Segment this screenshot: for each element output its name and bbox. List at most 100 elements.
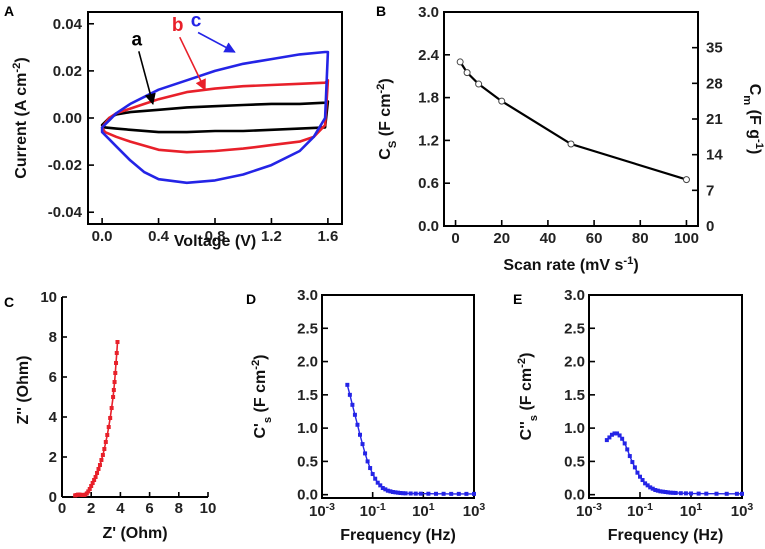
data-point [622,441,627,446]
data-point [90,481,95,485]
data-point [396,490,400,495]
panel-label-a: A [4,3,14,19]
data-point [426,491,431,496]
panel-c-nyquist-plot: 0 2 4 6 8 10 0 2 4 6 8 10 Z' (Ohm) Z'' (Ohm) [15,289,216,542]
data-point [734,491,739,496]
y-tick-label: 6 [49,369,57,386]
y-tick-label: 3.0 [418,4,439,21]
y-right-tick-label: 7 [706,182,714,199]
data-point [671,490,676,495]
data-point [345,382,350,387]
y-tick-label: 4 [49,409,58,426]
y-tick-label: 0.00 [53,110,82,127]
x-tick-label: 10-3 [309,501,335,520]
data-point [648,485,653,490]
plot-frame [321,294,475,499]
y-tick-label: 1.0 [564,420,585,437]
data-point [650,486,655,491]
x-tick-label: 0.8 [205,228,226,245]
data-point [696,491,701,496]
x-axis-label: Frequency (Hz) [608,527,724,544]
y-tick-label: -0.04 [48,204,83,221]
data-point [740,491,744,496]
data-point [111,388,116,392]
y-tick-label: 0.5 [297,453,318,470]
data-point [97,463,102,467]
data-point [111,395,116,399]
data-point [682,176,690,184]
x-tick-label: 101 [680,501,703,520]
x-tick-label: 8 [175,500,183,517]
curve-label-a: a [132,29,143,50]
y-tick-label: 2.5 [564,320,585,337]
data-point [102,447,107,451]
x-tick-label: 80 [632,230,649,247]
data-point [108,416,113,420]
plot-frame [588,294,743,499]
panel-b-capacitance-vs-scan-rate: 0 20 40 60 80 100 0.0 0.6 1.2 1.8 2.4 3.0 0 7 14 21 28 35… [375,4,765,274]
y-right-tick-label: 21 [706,111,723,128]
data-point [352,412,357,417]
y-right-tick-label: 14 [706,147,723,164]
data-point [92,478,97,482]
plot-frame [87,11,343,225]
x-tick-label: 10-1 [360,501,386,520]
y-tick-label: 2.0 [564,354,585,371]
data-point [109,406,114,410]
data-line [606,432,742,495]
data-point [441,491,446,496]
y-axis-label: Z'' (Ohm) [15,356,32,425]
data-point [666,490,671,495]
data-point [388,489,393,494]
x-tick-label: 20 [493,230,510,247]
data-point [456,58,464,66]
data-point [105,433,110,437]
data-point [368,466,373,471]
data-point [355,422,360,427]
data-point [689,491,693,496]
data-point [365,459,370,464]
data-point [360,442,365,447]
data-point [620,436,625,441]
y-tick-label: 1.5 [564,387,585,404]
data-point [653,488,658,493]
y-tick-label: 3.0 [297,287,318,304]
data-point [347,392,352,397]
data-point [635,470,640,475]
x-tick-label: 0 [451,230,459,247]
y-tick-label: 2.4 [418,47,440,64]
y-tick-label: 0.6 [418,175,439,192]
data-point [390,490,395,495]
curve-label-c: c [191,10,202,31]
data-point [724,491,729,496]
y-tick-label: 8 [49,329,57,346]
data-point [434,491,438,496]
data-point [714,491,719,496]
data-point [114,361,119,365]
cv-curve-b [100,79,330,154]
data-point [401,491,406,496]
y-tick-label: 1.2 [418,132,439,149]
y-tick-label: 10 [40,289,57,306]
y-tick-label: 1.5 [297,387,318,404]
x-tick-label: 0.4 [148,228,170,245]
data-point [475,80,483,88]
x-tick-label: 10-1 [627,501,653,520]
panel-label-b: B [376,3,386,19]
data-point [655,488,660,493]
x-tick-label: 2 [87,500,95,517]
curve-label-b: b [172,15,184,36]
data-point [604,438,609,443]
annotation-arrow-b [179,36,206,91]
y-tick-label: 1.8 [418,90,439,107]
x-tick-label: 0 [58,500,66,517]
data-line [459,61,687,181]
data-point [100,453,105,457]
x-tick-label: 1.2 [261,228,282,245]
y-tick-label: 0.02 [53,63,82,80]
panel-label-e: E [513,291,522,307]
y-tick-label: 0.0 [297,487,318,504]
y-axis-label: C''s (F cm-2) [516,353,540,441]
data-point [403,491,408,496]
data-point [373,476,378,481]
